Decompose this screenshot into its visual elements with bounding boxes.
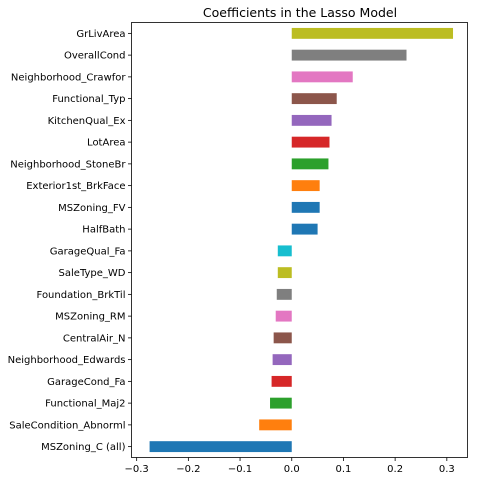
category-label: SaleCondition_Abnorml [9, 420, 125, 431]
bar-salecondition-abnorml [259, 419, 292, 431]
bars-group [149, 27, 454, 453]
category-label: KitchenQual_Ex [48, 116, 126, 127]
x-tick-label: 0.2 [387, 464, 403, 475]
category-label: CentralAir_N [63, 333, 126, 344]
category-label: Exterior1st_BrkFace [26, 181, 125, 192]
bar-overallcond [291, 49, 407, 61]
category-label: GarageQual_Fa [50, 246, 126, 257]
category-label: OverallCond [64, 51, 126, 62]
bar-neighborhood-edwards [272, 354, 292, 366]
x-tick-label: 0.0 [284, 464, 300, 475]
category-label: MSZoning_FV [58, 203, 125, 214]
category-label: Neighborhood_StoneBr [10, 159, 126, 170]
bar-garagequal-fa [277, 245, 292, 257]
x-axis: −0.3 −0.2 −0.1 0.0 0.1 0.2 0.3 [125, 457, 455, 475]
x-tick-label: −0.2 [176, 464, 200, 475]
bar-foundation-brktil [276, 288, 292, 300]
bar-mszoning-fv [291, 201, 320, 213]
x-tick-label: −0.3 [125, 464, 149, 475]
category-label: GrLivArea [76, 29, 125, 40]
bar-centralair-n [273, 332, 292, 344]
bar-exterior1st-brkface [291, 180, 320, 192]
category-label: Functional_Typ [52, 94, 125, 105]
category-label: GarageCond_Fa [47, 377, 125, 388]
bar-mszoning-rm [275, 310, 292, 322]
bar-neighborhood-crawfor [291, 71, 353, 83]
chart-title: Coefficients in the Lasso Model [203, 5, 397, 20]
bar-kitchenqual-ex [291, 114, 332, 126]
category-label: SaleType_WD [59, 268, 126, 279]
category-label: Functional_Maj2 [45, 399, 125, 410]
bar-halfbath [291, 223, 318, 235]
category-label: Neighborhood_Crawfor [11, 72, 126, 83]
bar-saletype-wd [277, 267, 292, 279]
category-labels: GrLivArea OverallCond Neighborhood_Crawfor… [8, 29, 132, 453]
x-tick-label: 0.1 [335, 464, 351, 475]
category-label: LotArea [87, 138, 125, 149]
x-tick-label: −0.1 [228, 464, 252, 475]
plot-frame [131, 22, 468, 458]
bar-functional-typ [291, 93, 337, 105]
bar-neighborhood-stonebr [291, 158, 329, 170]
bar-lotarea [291, 136, 330, 148]
category-label: HalfBath [82, 225, 125, 236]
bar-mszoning-c-all [149, 441, 292, 453]
category-label: MSZoning_RM [55, 312, 125, 323]
category-label: MSZoning_C (all) [41, 442, 125, 453]
category-label: Neighborhood_Edwards [8, 355, 126, 366]
bar-functional-maj2 [270, 397, 292, 409]
x-tick-label: 0.3 [439, 464, 455, 475]
category-label: Foundation_BrkTil [37, 290, 126, 301]
bar-garagecond-fa [271, 375, 292, 387]
bar-grlivarea [291, 27, 454, 39]
